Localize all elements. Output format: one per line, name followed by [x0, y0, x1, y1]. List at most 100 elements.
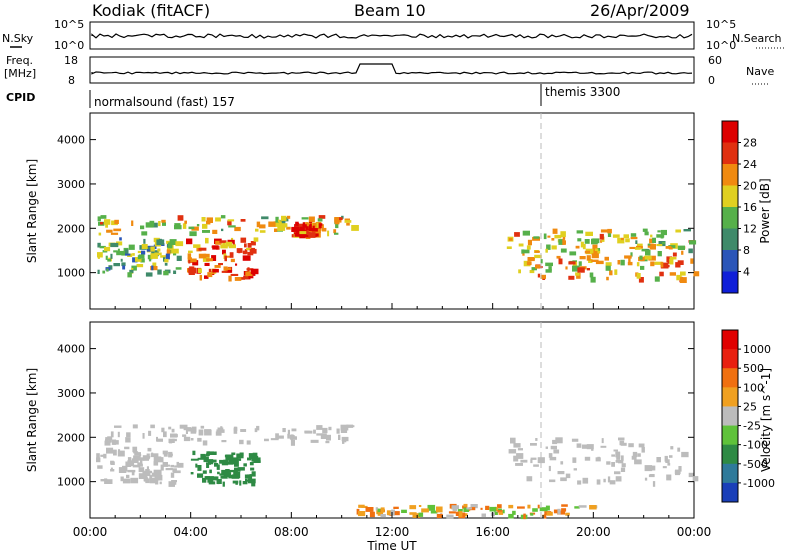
y-tick-label: 2000	[57, 222, 85, 235]
data-cell	[572, 457, 577, 463]
data-cell	[375, 507, 378, 511]
data-cell	[208, 451, 217, 455]
data-cell	[669, 455, 673, 458]
data-cell	[513, 455, 519, 462]
data-cell	[209, 469, 212, 474]
data-cell	[166, 249, 171, 255]
data-cell	[247, 271, 250, 275]
data-cell	[640, 265, 645, 270]
data-cell	[251, 471, 256, 477]
data-cell	[215, 217, 221, 222]
data-cell	[380, 514, 386, 518]
data-cell	[548, 453, 553, 458]
colorbar-segment	[722, 142, 738, 165]
data-cell	[575, 272, 580, 276]
data-cell	[533, 236, 540, 239]
data-cell	[636, 273, 641, 279]
data-cell	[208, 268, 212, 272]
colorbar-tick-label: 16	[743, 201, 757, 214]
data-cell	[611, 454, 615, 457]
data-cell	[346, 222, 350, 226]
data-cell	[125, 437, 131, 443]
data-cell	[274, 221, 282, 227]
data-cell	[168, 242, 173, 249]
data-cell	[550, 445, 557, 450]
data-cell	[104, 440, 111, 446]
data-cell	[508, 504, 514, 509]
data-cell	[248, 276, 254, 279]
data-cell	[130, 477, 139, 484]
data-cell	[215, 240, 222, 245]
data-cell	[235, 263, 238, 266]
data-cell	[244, 243, 247, 248]
data-cell	[160, 464, 164, 471]
data-cell	[656, 457, 661, 463]
data-cell	[692, 476, 699, 482]
data-cell	[225, 270, 233, 273]
data-cell	[289, 435, 295, 440]
nsearch-tick-bottom: 10^0	[706, 39, 736, 52]
data-cell	[606, 276, 609, 281]
data-cell	[480, 507, 483, 510]
data-cell	[652, 237, 656, 243]
data-cell	[614, 471, 621, 475]
data-cell	[681, 451, 689, 458]
data-cell	[124, 446, 130, 450]
data-cell	[600, 240, 603, 243]
data-cell	[225, 454, 234, 461]
data-cell	[594, 248, 599, 251]
data-cell	[97, 242, 101, 248]
data-cell	[206, 217, 213, 223]
data-cell	[590, 276, 596, 283]
data-cell	[607, 233, 612, 237]
data-cell	[463, 507, 469, 512]
data-cell	[172, 468, 177, 473]
data-cell	[521, 249, 525, 254]
data-cell	[489, 506, 497, 512]
data-cell	[669, 256, 677, 260]
data-cell	[105, 224, 108, 228]
data-cell	[240, 277, 245, 280]
data-cell	[125, 253, 131, 256]
data-cell	[508, 513, 514, 519]
data-cell	[597, 248, 600, 251]
data-cell	[552, 439, 558, 445]
data-cell	[630, 252, 633, 257]
data-cell	[240, 237, 247, 243]
colorbar-tick-label: -25	[743, 420, 761, 433]
data-cell	[156, 436, 158, 442]
data-cell	[127, 464, 132, 467]
data-cell	[603, 478, 606, 483]
data-cell	[557, 508, 561, 515]
data-cell	[628, 443, 634, 448]
data-cell	[247, 243, 252, 248]
data-cell	[342, 440, 345, 444]
data-cell	[149, 477, 157, 484]
data-cell	[656, 244, 663, 247]
data-cell	[244, 474, 251, 479]
data-cell	[190, 458, 199, 461]
data-cell	[318, 215, 326, 219]
data-cell	[143, 475, 148, 482]
data-cell	[651, 465, 656, 471]
data-cell	[251, 480, 256, 487]
data-cell	[299, 226, 303, 230]
data-cell	[222, 481, 225, 487]
data-cell	[669, 258, 674, 265]
data-cell	[617, 237, 625, 244]
data-cell	[340, 429, 348, 433]
data-cell	[144, 470, 151, 476]
data-cell	[291, 226, 299, 232]
nsky-label: N.Sky	[2, 32, 34, 45]
data-cell	[636, 245, 643, 249]
colorbar-segment	[722, 387, 738, 407]
data-cell	[106, 229, 113, 233]
station-title: Kodiak (fitACF)	[92, 1, 210, 20]
data-cell	[217, 471, 220, 475]
data-cell	[240, 219, 246, 222]
data-cell	[287, 429, 290, 435]
data-cell	[543, 514, 547, 519]
data-cell	[125, 461, 128, 467]
data-cell	[580, 241, 584, 248]
data-cell	[617, 260, 621, 265]
